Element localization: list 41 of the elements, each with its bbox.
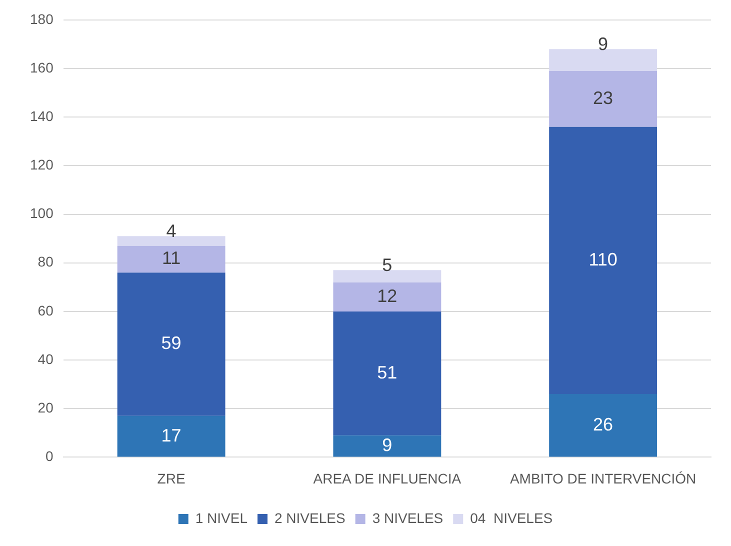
- bar: [333, 282, 442, 312]
- bar: [333, 311, 442, 436]
- data-label: 26: [593, 414, 614, 434]
- data-label: 9: [382, 434, 392, 455]
- bar: [549, 394, 658, 457]
- bar: [117, 246, 226, 273]
- y-tick-label: 40: [38, 350, 54, 367]
- legend-label: 04 NIVELES: [470, 510, 553, 526]
- bar: [117, 236, 226, 246]
- x-tick-label: AREA DE INFLUENCIA: [313, 470, 462, 486]
- legend-label: 3 NIVELES: [372, 510, 444, 526]
- y-tick-label: 180: [30, 10, 54, 27]
- data-label: 23: [593, 88, 614, 108]
- data-label: 110: [588, 249, 618, 270]
- data-label: 59: [161, 333, 182, 354]
- y-tick-label: 140: [30, 108, 54, 124]
- data-label: 5: [382, 255, 392, 276]
- legend-label: 2 NIVELES: [274, 510, 346, 526]
- bar: [333, 270, 442, 282]
- bar: [549, 49, 658, 72]
- y-tick-label: 120: [30, 156, 54, 173]
- y-tick-label: 160: [30, 59, 54, 76]
- y-tick-label: 0: [46, 448, 54, 464]
- x-tick-label: ZRE: [157, 470, 186, 486]
- bar: [549, 126, 658, 394]
- x-tick-label: AMBITO DE INTERVENCIÓN: [510, 470, 696, 486]
- data-label: 11: [162, 248, 181, 268]
- legend-label: 1 NIVEL: [195, 510, 248, 526]
- bar: [117, 416, 226, 457]
- data-label: 4: [166, 221, 176, 242]
- data-label: 12: [377, 286, 398, 306]
- y-tick-label: 60: [38, 302, 54, 318]
- y-tick-label: 20: [38, 399, 54, 416]
- y-tick-label: 80: [38, 254, 54, 270]
- data-label: 9: [598, 34, 608, 54]
- bar: [117, 272, 226, 416]
- data-label: 17: [161, 425, 182, 446]
- bar: [549, 71, 658, 127]
- y-tick-label: 100: [30, 205, 54, 222]
- data-label: 51: [377, 362, 398, 382]
- bar: [333, 435, 442, 457]
